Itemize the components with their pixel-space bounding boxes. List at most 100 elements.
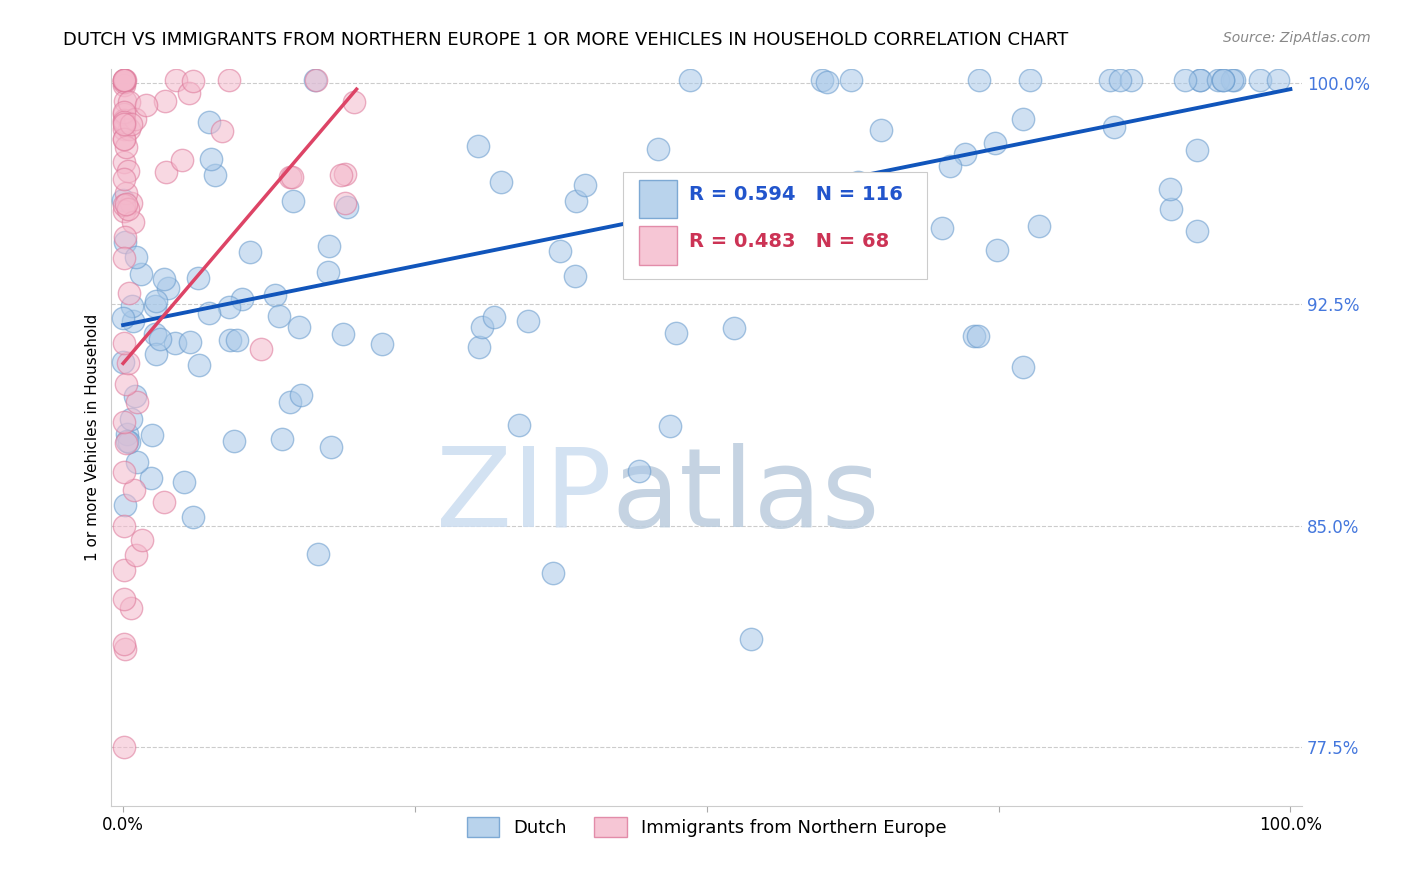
Point — [967, 73, 990, 87]
Point — [983, 136, 1005, 150]
Point — [120, 196, 142, 211]
Point — [1188, 73, 1211, 87]
Text: R = 0.594   N = 116: R = 0.594 N = 116 — [689, 185, 903, 204]
Point — [963, 329, 986, 343]
Point — [1187, 143, 1209, 157]
Point — [1212, 73, 1234, 87]
Point — [307, 547, 329, 561]
Point — [953, 146, 976, 161]
Point — [124, 389, 146, 403]
Point — [679, 73, 702, 87]
Point — [316, 265, 339, 279]
Point — [157, 281, 180, 295]
Point — [1220, 73, 1243, 87]
Point — [467, 139, 489, 153]
Point — [848, 175, 870, 189]
Point — [114, 642, 136, 657]
Point — [737, 214, 759, 228]
Point — [689, 190, 711, 204]
Point — [114, 73, 136, 87]
Point — [1121, 73, 1143, 87]
Point — [1012, 359, 1035, 374]
Text: Source: ZipAtlas.com: Source: ZipAtlas.com — [1223, 31, 1371, 45]
Point — [118, 122, 141, 136]
Point — [318, 238, 340, 252]
Point — [508, 417, 530, 432]
Point — [115, 434, 138, 449]
Point — [219, 333, 242, 347]
Point — [112, 154, 135, 169]
Point — [112, 518, 135, 533]
Point — [332, 327, 354, 342]
Point — [198, 306, 221, 320]
Point — [218, 301, 240, 315]
Point — [112, 73, 135, 87]
Point — [143, 300, 166, 314]
Point — [112, 194, 135, 208]
Point — [112, 466, 135, 480]
Point — [1018, 73, 1040, 87]
Point — [115, 140, 138, 154]
Point — [290, 388, 312, 402]
Point — [114, 235, 136, 249]
Point — [1206, 73, 1229, 87]
Point — [939, 159, 962, 173]
Point — [112, 73, 135, 87]
Point — [1099, 73, 1122, 87]
Point — [550, 244, 572, 258]
Point — [270, 432, 292, 446]
Point — [173, 475, 195, 489]
Point — [170, 153, 193, 168]
Point — [565, 194, 588, 209]
Point — [1187, 224, 1209, 238]
Point — [336, 200, 359, 214]
Point — [120, 411, 142, 425]
Point — [665, 326, 688, 340]
Point — [165, 73, 187, 87]
Point — [278, 170, 301, 185]
Point — [120, 117, 142, 131]
Point — [163, 336, 186, 351]
Point — [278, 395, 301, 409]
Point — [658, 419, 681, 434]
Point — [153, 495, 176, 509]
FancyBboxPatch shape — [638, 227, 676, 265]
Point — [218, 73, 240, 87]
Point — [124, 112, 146, 127]
Point — [482, 310, 505, 324]
Point — [141, 470, 163, 484]
Point — [115, 377, 138, 392]
Point — [112, 355, 135, 369]
Point — [145, 293, 167, 308]
Point — [131, 267, 153, 281]
Point — [114, 186, 136, 200]
Point — [489, 175, 512, 189]
Point — [121, 215, 143, 229]
Point — [281, 170, 304, 185]
Text: atlas: atlas — [612, 442, 880, 549]
Point — [112, 251, 135, 265]
Point — [643, 193, 665, 207]
Point — [179, 86, 201, 100]
Point — [121, 601, 143, 615]
Text: DUTCH VS IMMIGRANTS FROM NORTHERN EUROPE 1 OR MORE VEHICLES IN HOUSEHOLD CORRELA: DUTCH VS IMMIGRANTS FROM NORTHERN EUROPE… — [63, 31, 1069, 49]
Point — [112, 204, 135, 219]
Point — [115, 427, 138, 442]
Point — [471, 320, 494, 334]
Point — [179, 335, 201, 350]
Legend: Dutch, Immigrants from Northern Europe: Dutch, Immigrants from Northern Europe — [460, 809, 955, 845]
Point — [897, 219, 920, 233]
FancyBboxPatch shape — [623, 172, 927, 278]
Point — [115, 436, 138, 450]
Point — [343, 95, 366, 109]
Point — [516, 314, 538, 328]
Point — [181, 74, 204, 88]
Point — [112, 117, 135, 131]
Point — [135, 97, 157, 112]
Point — [815, 75, 838, 89]
Point — [333, 195, 356, 210]
Point — [283, 194, 305, 208]
Point — [305, 73, 328, 87]
Point — [1249, 73, 1271, 87]
Text: ZIP: ZIP — [436, 442, 612, 549]
